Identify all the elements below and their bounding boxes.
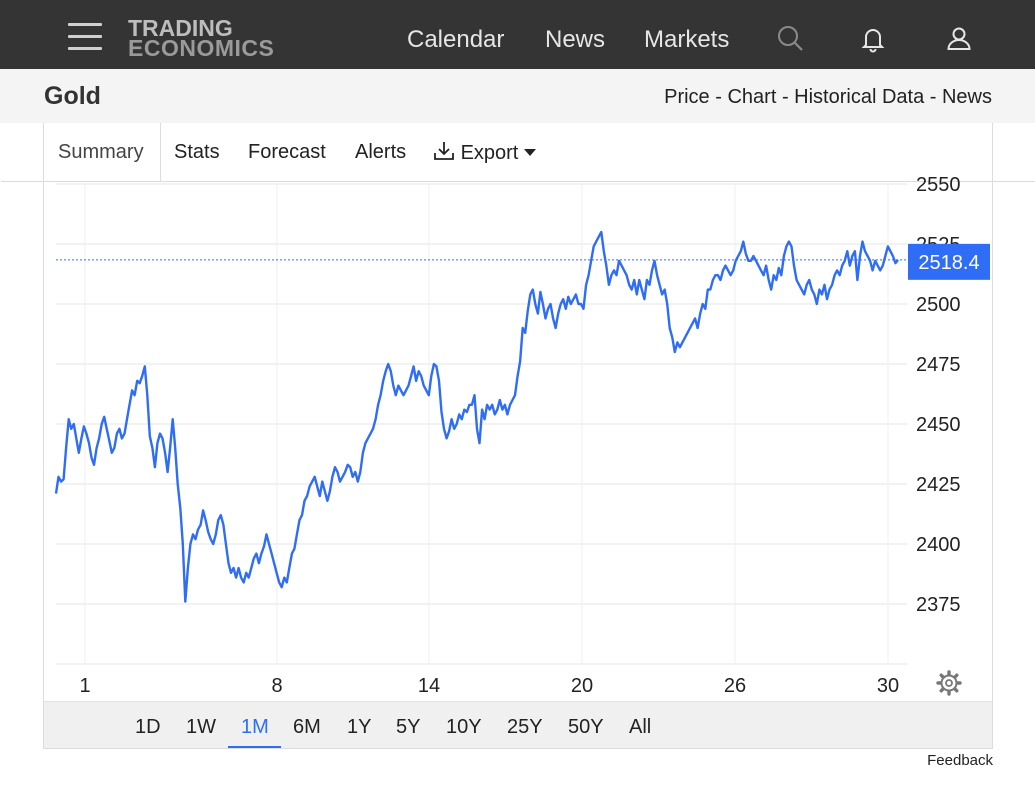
chart-card: Summary Stats Forecast Alerts Export 1D …	[1, 123, 1035, 749]
nav-news[interactable]: News	[545, 26, 606, 53]
y-tick-label: 2550	[916, 174, 961, 196]
tab-stats[interactable]: Stats	[174, 141, 220, 163]
link-chart[interactable]: Chart	[727, 86, 777, 108]
tab-summary[interactable]: Summary	[58, 141, 144, 163]
last-value-label: 2518.4	[918, 252, 979, 274]
y-tick-label: 2400	[916, 534, 961, 556]
y-tick-label: 2450	[916, 414, 961, 436]
range-selector: 1D 1W 1M 6M 1Y 5Y 10Y 25Y 50Y All	[44, 701, 992, 748]
range-1w[interactable]: 1W	[186, 716, 216, 738]
link-historical-data[interactable]: Historical Data	[794, 86, 925, 108]
tabs-divider	[1, 181, 1035, 182]
range-1m[interactable]: 1M	[241, 716, 269, 738]
y-tick-label: 2500	[916, 294, 961, 316]
sub-links: Price - Chart - Historical Data - News	[664, 86, 992, 108]
page-title: Gold	[44, 82, 101, 110]
tab-export-label: Export	[460, 142, 519, 164]
x-tick-label: 1	[79, 675, 90, 697]
range-1d[interactable]: 1D	[135, 716, 161, 738]
series-line	[54, 230, 899, 603]
bell-icon[interactable]	[858, 24, 888, 54]
search-icon[interactable]	[776, 24, 806, 54]
feedback-link[interactable]: Feedback	[927, 752, 993, 769]
nav-calendar[interactable]: Calendar	[407, 26, 505, 53]
link-price[interactable]: Price	[664, 86, 710, 108]
range-5y[interactable]: 5Y	[396, 716, 421, 738]
nav-markets[interactable]: Markets	[644, 26, 730, 53]
range-1y[interactable]: 1Y	[347, 716, 372, 738]
y-tick-label: 2425	[916, 474, 961, 496]
sub-header: Gold Price - Chart - Historical Data - N…	[0, 69, 1035, 123]
user-icon[interactable]	[944, 24, 974, 54]
tab-summary-box	[44, 123, 161, 182]
download-icon	[434, 142, 454, 160]
y-tick-label: 2375	[916, 594, 961, 616]
x-tick-label: 20	[571, 675, 593, 697]
settings-gear-icon[interactable]	[936, 670, 962, 696]
range-all[interactable]: All	[629, 716, 652, 738]
tab-export[interactable]: Export	[433, 141, 536, 165]
x-tick-label: 30	[877, 675, 899, 697]
last-value-badge	[908, 243, 990, 280]
menu-icon[interactable]	[68, 23, 102, 51]
link-news[interactable]: News	[941, 86, 992, 108]
logo-line-1: TRADING	[128, 15, 233, 41]
top-navbar: TRADING ECONOMICS Calendar News Markets	[0, 0, 1035, 69]
tab-forecast[interactable]: Forecast	[248, 141, 326, 163]
range-25y[interactable]: 25Y	[507, 716, 543, 738]
x-tick-label: 8	[271, 675, 282, 697]
tab-alerts[interactable]: Alerts	[355, 141, 407, 163]
logo[interactable]: TRADING ECONOMICS	[128, 15, 275, 61]
logo-line-2: ECONOMICS	[128, 35, 275, 61]
tabs-bar: Summary Stats Forecast Alerts Export	[44, 123, 994, 182]
range-10y[interactable]: 10Y	[446, 716, 482, 738]
range-50y[interactable]: 50Y	[568, 716, 604, 738]
x-tick-label: 26	[724, 675, 746, 697]
range-active-underline	[228, 746, 281, 748]
range-6m[interactable]: 6M	[293, 716, 321, 738]
x-tick-label: 14	[418, 675, 440, 697]
caret-down-icon	[523, 149, 536, 156]
y-tick-label: 2475	[916, 354, 961, 376]
